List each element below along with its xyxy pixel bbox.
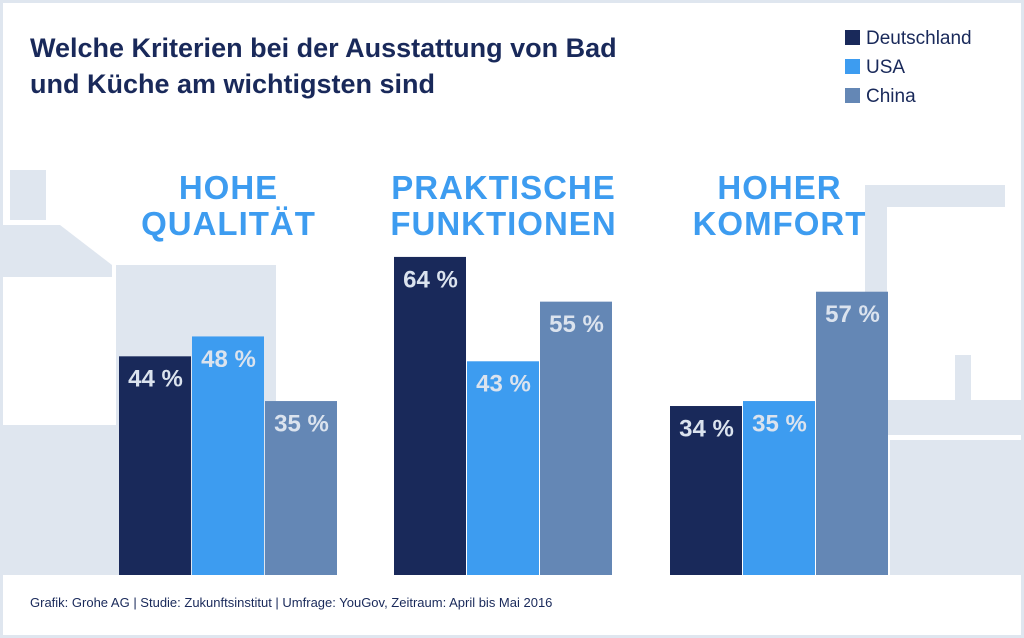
- bar: [192, 336, 264, 575]
- bar: [394, 256, 466, 575]
- category-label: PRAKTISCHE FUNKTIONEN: [390, 169, 617, 242]
- value-label: 43 %: [476, 371, 531, 398]
- legend-swatch: [845, 30, 860, 45]
- bar: [540, 301, 612, 575]
- legend-item: Deutschland: [845, 28, 972, 50]
- value-label: 35 %: [274, 410, 329, 437]
- bar: [467, 361, 539, 575]
- category-label: HOHE QUALITÄT: [141, 169, 316, 242]
- category-label: HOHER KOMFORT: [692, 169, 867, 242]
- legend-label: USA: [866, 57, 906, 78]
- value-label: 64 %: [403, 266, 458, 293]
- value-label: 48 %: [201, 346, 256, 373]
- legend-item: USA: [845, 57, 905, 79]
- bar: [670, 406, 742, 575]
- value-label: 57 %: [825, 301, 880, 328]
- bar: [743, 401, 815, 575]
- bar: [119, 356, 191, 575]
- legend-label: Deutschland: [866, 28, 972, 49]
- value-label: 35 %: [752, 410, 807, 437]
- legend-swatch: [845, 88, 860, 103]
- legend-item: China: [845, 86, 916, 108]
- bar: [265, 401, 337, 575]
- value-label: 55 %: [549, 311, 604, 338]
- legend-swatch: [845, 59, 860, 74]
- value-label: 34 %: [679, 415, 734, 442]
- source: Grafik: Grohe AG | Studie: Zukunftsinsti…: [30, 595, 553, 610]
- chart-title: Welche Kriterien bei der Ausstattung von…: [30, 33, 617, 99]
- bar: [816, 291, 888, 575]
- value-label: 44 %: [128, 366, 183, 393]
- legend-label: China: [866, 86, 916, 107]
